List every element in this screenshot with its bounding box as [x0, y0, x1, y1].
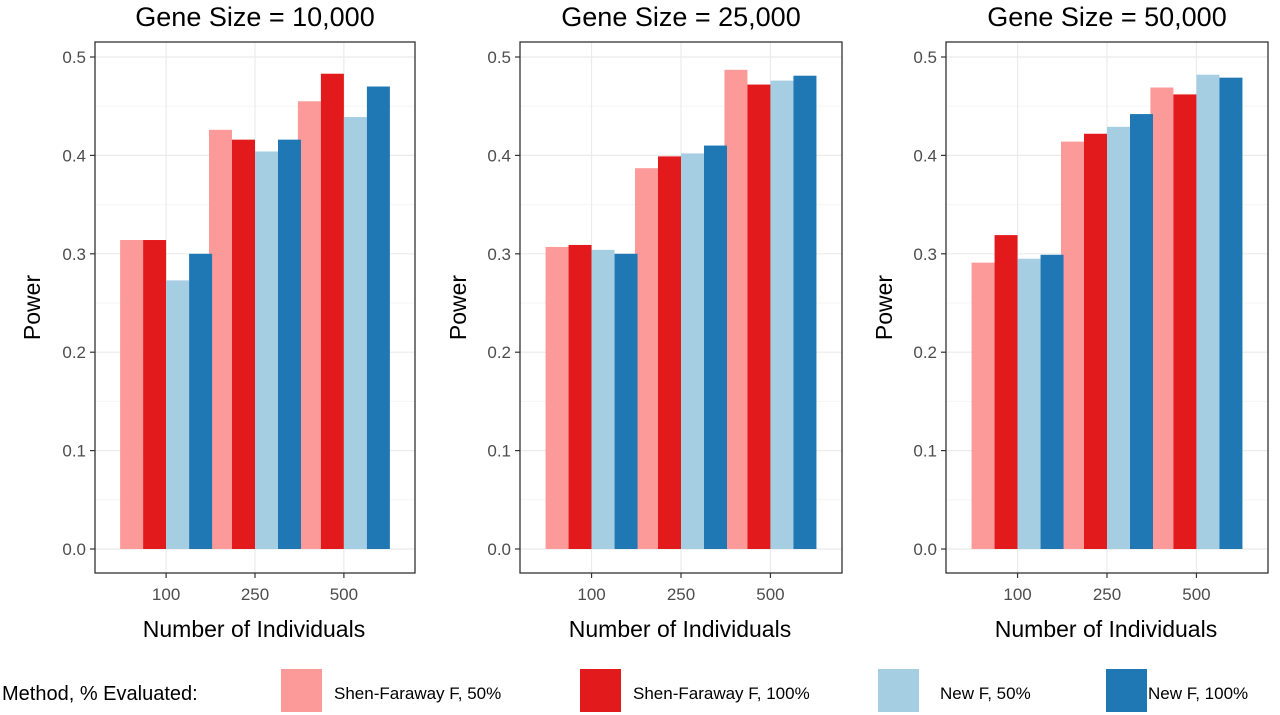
legend-key-swatch — [281, 669, 322, 712]
bar-250-series-1 — [1061, 141, 1084, 549]
y-tick-label: 0.3 — [487, 245, 511, 264]
chart-panel-1: 0.0 0.1 0.2 0.3 0.4 0.5 100 250 500 Gene Size = 1… — [19, 2, 416, 642]
legend-key-swatch — [580, 669, 621, 712]
bar-250-series-4 — [278, 139, 301, 549]
panel-title: Gene Size = 10,000 — [135, 2, 374, 32]
legend-item-1: Shen-Faraway F, 50% — [281, 669, 501, 712]
bar-100-series-4 — [1040, 254, 1064, 549]
legend-title: Method, % Evaluated: — [2, 683, 198, 705]
y-axis-title: Power — [871, 275, 897, 341]
bar-250-series-4 — [704, 145, 727, 549]
legend-item-2: Shen-Faraway F, 100% — [580, 669, 810, 712]
bar-100-series-2 — [143, 240, 167, 550]
bar-250-series-3 — [255, 151, 278, 550]
bar-100-series-1 — [120, 240, 144, 550]
y-tick-label: 0.3 — [62, 245, 86, 264]
bar-250-series-2 — [232, 139, 255, 549]
chart-panels: 0.0 0.1 0.2 0.3 0.4 0.5 100 250 500 Gene Size = 1… — [19, 2, 1269, 642]
bar-500-series-3 — [343, 117, 367, 550]
x-tick-label: 500 — [756, 585, 784, 604]
y-tick-label: 0.1 — [62, 442, 86, 461]
bar-500-series-2 — [747, 84, 771, 549]
y-tick-label: 0.5 — [487, 48, 511, 67]
legend-label: New F, 50% — [940, 684, 1031, 703]
x-tick-label: 500 — [1182, 585, 1210, 604]
bar-100-series-4 — [189, 253, 213, 550]
bar-100-series-1 — [545, 246, 569, 550]
x-axis-title: Number of Individuals — [569, 616, 791, 642]
bar-500-series-4 — [366, 86, 390, 550]
legend-item-4: New F, 100% — [1106, 669, 1248, 712]
bar-100-series-2 — [568, 244, 592, 549]
bar-100-series-3 — [1017, 258, 1041, 549]
legend-label: New F, 100% — [1148, 684, 1248, 703]
y-tick-label: 0.4 — [913, 146, 937, 165]
x-tick-label: 500 — [330, 585, 358, 604]
bar-100-series-1 — [971, 262, 995, 549]
bar-100-series-3 — [166, 280, 190, 549]
y-tick-label: 0.1 — [487, 442, 511, 461]
bar-500-series-4 — [793, 75, 817, 550]
x-tick-label: 100 — [152, 585, 180, 604]
bar-500-series-1 — [297, 101, 321, 549]
y-tick-label: 0.2 — [487, 343, 511, 362]
bar-500-series-3 — [770, 80, 794, 549]
bar-500-series-2 — [1173, 94, 1197, 549]
legend-label: Shen-Faraway F, 100% — [633, 684, 810, 703]
y-tick-label: 0.0 — [913, 540, 937, 559]
y-tick-label: 0.2 — [62, 343, 86, 362]
legend-item-3: New F, 50% — [878, 669, 1031, 712]
legend-key-swatch — [878, 669, 919, 712]
legend-label: Shen-Faraway F, 50% — [334, 684, 501, 703]
panel-title: Gene Size = 25,000 — [561, 2, 800, 32]
bar-250-series-1 — [209, 129, 232, 550]
bar-500-series-2 — [320, 73, 344, 549]
x-axis-title: Number of Individuals — [995, 616, 1217, 642]
bar-250-series-3 — [681, 153, 704, 549]
bar-500-series-3 — [1196, 74, 1220, 549]
bar-100-series-2 — [994, 235, 1018, 549]
y-tick-label: 0.0 — [62, 540, 86, 559]
y-tick-label: 0.2 — [913, 343, 937, 362]
x-axis-title: Number of Individuals — [143, 616, 365, 642]
bar-250-series-4 — [1130, 114, 1153, 550]
y-tick-label: 0.4 — [487, 146, 511, 165]
y-axis-title: Power — [19, 275, 45, 341]
y-tick-label: 0.5 — [913, 48, 937, 67]
bar-500-series-1 — [1150, 87, 1174, 549]
bar-500-series-1 — [724, 69, 748, 550]
legend: Method, % Evaluated: Shen-Faraway F, 50% S… — [2, 669, 1248, 712]
x-tick-label: 250 — [1093, 585, 1121, 604]
chart-panel-2: 0.0 0.1 0.2 0.3 0.4 0.5 100 250 500 Gene Size = 2… — [445, 2, 843, 642]
y-axis-title: Power — [445, 275, 471, 341]
legend-key-swatch — [1106, 669, 1147, 712]
x-tick-label: 250 — [667, 585, 695, 604]
x-tick-label: 100 — [1003, 585, 1031, 604]
y-tick-label: 0.4 — [62, 146, 86, 165]
y-tick-label: 0.5 — [62, 48, 86, 67]
bar-250-series-2 — [658, 156, 681, 549]
y-tick-label: 0.1 — [913, 442, 937, 461]
bar-250-series-3 — [1107, 126, 1130, 549]
bar-250-series-2 — [1084, 133, 1107, 549]
chart-panel-3: 0.0 0.1 0.2 0.3 0.4 0.5 100 250 500 Gene Size = 5… — [871, 2, 1269, 642]
panel-title: Gene Size = 50,000 — [987, 2, 1226, 32]
bar-100-series-4 — [614, 253, 638, 550]
bar-500-series-4 — [1219, 77, 1243, 549]
y-tick-label: 0.3 — [913, 245, 937, 264]
y-tick-label: 0.0 — [487, 540, 511, 559]
x-tick-label: 250 — [241, 585, 269, 604]
bar-250-series-1 — [635, 168, 658, 549]
bar-100-series-3 — [591, 249, 615, 549]
x-tick-label: 100 — [577, 585, 605, 604]
